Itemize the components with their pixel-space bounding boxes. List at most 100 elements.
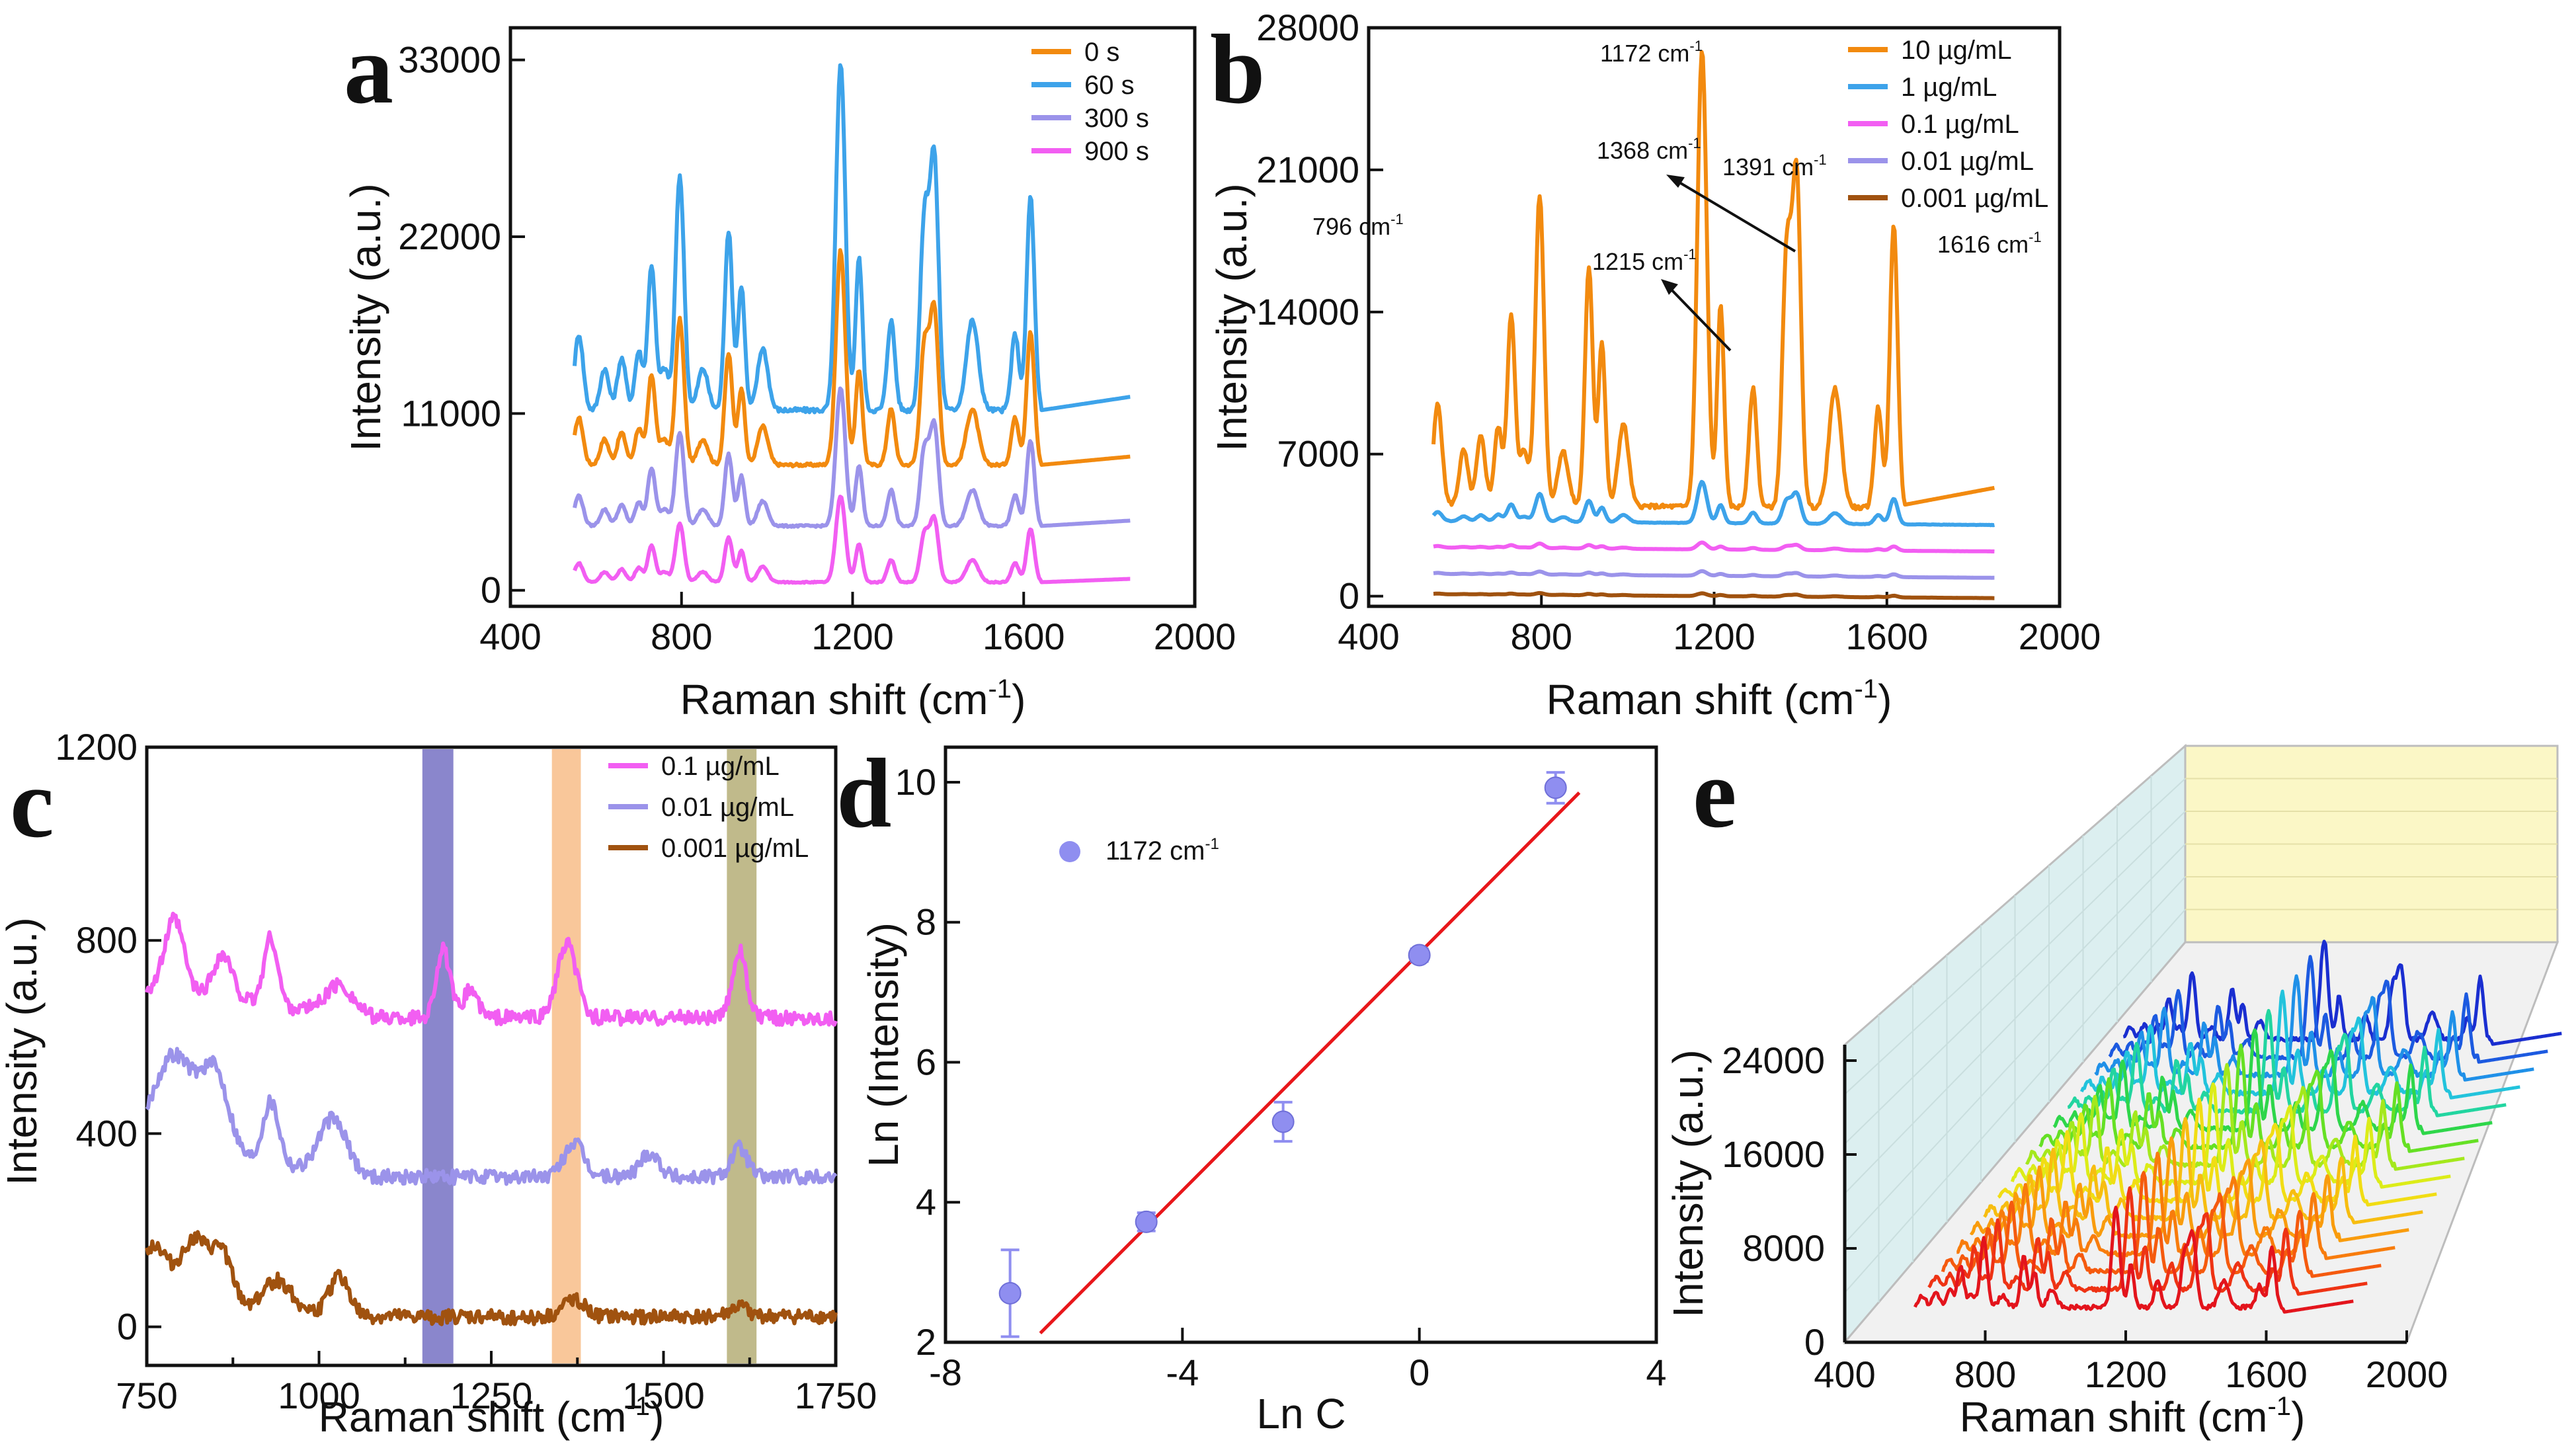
x-tick-label: -4 (1166, 1352, 1199, 1393)
arrow-head (1666, 175, 1685, 188)
data-point (1135, 1210, 1158, 1233)
panel-e-series-line (2010, 1082, 2451, 1189)
panel-b-series-line (1431, 50, 1995, 512)
y-tick-label: 11000 (401, 392, 501, 434)
panel-letter-c: c (10, 748, 54, 858)
legend-label: 0.01 µg/mL (661, 793, 794, 822)
panel-e-series-line (2122, 940, 2562, 1046)
x-tick-label: 1250 (450, 1375, 533, 1416)
panel-e-series-line (1941, 1171, 2382, 1278)
x-tick-label: 1750 (795, 1375, 877, 1416)
panel-d-ticks: -8 -4 0 4 2 4 6 8 10 (895, 761, 1667, 1393)
panel-a-legend: 0 s 60 s 300 s 900 s (1031, 38, 1149, 166)
panel-e-series-line (1913, 1205, 2354, 1314)
y-tick-label: 10 (895, 761, 936, 803)
panel-a-series-line (573, 248, 1131, 469)
annotation-arrow (1671, 177, 1796, 253)
z-tick-label: 16000 (1722, 1133, 1825, 1175)
panel-d-legend: 1172 cm-1 (1059, 835, 1219, 866)
panel-letter-e: e (1693, 739, 1737, 848)
panel-letter-b: b (1210, 15, 1265, 124)
panel-e-series-line (1969, 1136, 2409, 1242)
peak-annotation: 1616 cm-1 (1937, 229, 2042, 258)
panel-e-series-line (2094, 974, 2534, 1082)
grid-line (1844, 909, 2186, 1293)
panel-b-ticks: 400 800 1200 1600 2000 0 7000 14000 21000 28000 (1256, 7, 2101, 657)
x-tick-label: 400 (479, 616, 541, 657)
panel-e-series-line (1983, 1117, 2423, 1225)
x-tick-label: 750 (116, 1375, 177, 1416)
legend-label: 0.01 µg/mL (1901, 147, 2034, 176)
z-tick-label: 24000 (1722, 1039, 1825, 1081)
panel-e-ticks: 400 800 1200 1600 2000 0 8000 16000 24000 (1722, 1039, 2448, 1395)
y-tick-label: 0 (481, 569, 501, 611)
peak-annotation: 1368 cm-1 (1597, 135, 1701, 164)
panel-c-series-line (145, 1230, 838, 1326)
x-tick-label: 1500 (622, 1375, 705, 1416)
panel-a-ylabel: Intensity (a.u.) (342, 183, 389, 452)
panel-c-series (145, 911, 838, 1326)
legend-label: 1172 cm-1 (1106, 835, 1219, 866)
panel-a-xlabel: Raman shift (cm-1) (680, 674, 1026, 723)
x-tick-label: 800 (1954, 1354, 2016, 1395)
legend-label: 900 s (1084, 137, 1149, 166)
z-tick-label: 0 (1804, 1321, 1825, 1363)
x-tick-label: 1600 (983, 616, 1065, 657)
grid-line (1844, 843, 2186, 1194)
panel-a-ticks: 400 800 1200 1600 2000 0 11000 22000 33000 (398, 39, 1236, 657)
x-tick-label: 1200 (2085, 1354, 2167, 1395)
y-tick-label: 21000 (1256, 149, 1359, 190)
panel-e-series-line (2067, 1008, 2507, 1117)
y-tick-label: 6 (916, 1041, 936, 1082)
panel-a-series (573, 63, 1131, 585)
panel-b-annotations: 1172 cm-1 1368 cm-1 1391 cm-1 796 cm-1 1215 … (1312, 38, 2042, 352)
x-tick-label: 800 (651, 616, 712, 657)
panel-c-legend: 0.1 µg/mL 0.01 µg/mL 0.001 µg/mL (608, 752, 809, 863)
highlight-band (551, 749, 581, 1363)
panel-d-ylabel: Ln (Intensity) (860, 922, 907, 1167)
panel-e: e 400 800 1200 1600 2000 0 8000 16000 24000 Rama… (1664, 739, 2562, 1441)
z-tick-label: 8000 (1742, 1227, 1825, 1269)
panel-b-series-line (1432, 540, 1995, 553)
legend-label: 0 s (1084, 38, 1119, 67)
y-tick-label: 22000 (398, 216, 501, 257)
grid-line (1844, 811, 2186, 1145)
panel-e-series-line (2038, 1043, 2479, 1153)
y-tick-label: 1200 (55, 726, 138, 768)
panel-e-ylabel: Intensity (a.u.) (1664, 1049, 1712, 1318)
panel-letter-a: a (344, 15, 393, 124)
panel-e-series-line (1927, 1186, 2368, 1296)
y-tick-label: 0 (117, 1306, 138, 1348)
panel-b-series-line (1432, 590, 1995, 600)
panel-c-xlabel: Raman shift (cm-1) (319, 1392, 664, 1441)
superscript: -1 (1814, 151, 1827, 168)
highlight-band (422, 749, 454, 1363)
y-tick-label: 33000 (398, 39, 501, 81)
data-point (1544, 776, 1567, 799)
peak-annotation: 1172 cm-1 (1600, 38, 1703, 67)
y-tick-label: 800 (76, 919, 138, 961)
panel-c-ticks: 750 1000 1250 1500 1750 0 400 800 1200 (55, 726, 877, 1416)
panel-e-series-line (1997, 1098, 2437, 1207)
peak-annotation: 796 cm-1 (1312, 211, 1404, 240)
x-tick-label: 1600 (2225, 1354, 2308, 1395)
x-tick-label: 400 (1338, 616, 1399, 657)
y-tick-label: 28000 (1256, 7, 1359, 48)
superscript: -1 (1688, 135, 1701, 151)
legend-label: 0.1 µg/mL (1901, 110, 2019, 139)
fit-line (1039, 791, 1581, 1335)
x-tick-label: 2000 (2019, 616, 2101, 657)
y-tick-label: 2 (916, 1321, 936, 1363)
panel-e-series (1913, 940, 2562, 1314)
panel-c: c 750 1000 1250 1500 1750 0 400 800 1200 0.1 µg/… (0, 726, 877, 1441)
panel-b-xlabel: Raman shift (cm-1) (1547, 674, 1892, 723)
x-tick-label: 4 (1646, 1352, 1666, 1393)
panel-a: a 400 800 1200 1600 2000 0 11000 22000 33000 0 s… (342, 15, 1236, 723)
y-tick-label: 400 (76, 1112, 138, 1154)
panel-e-series-line (2108, 955, 2548, 1064)
panel-a-series-line (573, 386, 1131, 529)
panel-e-grid (1844, 776, 2557, 1303)
legend-label: 60 s (1084, 71, 1135, 100)
legend-marker (1059, 841, 1080, 862)
